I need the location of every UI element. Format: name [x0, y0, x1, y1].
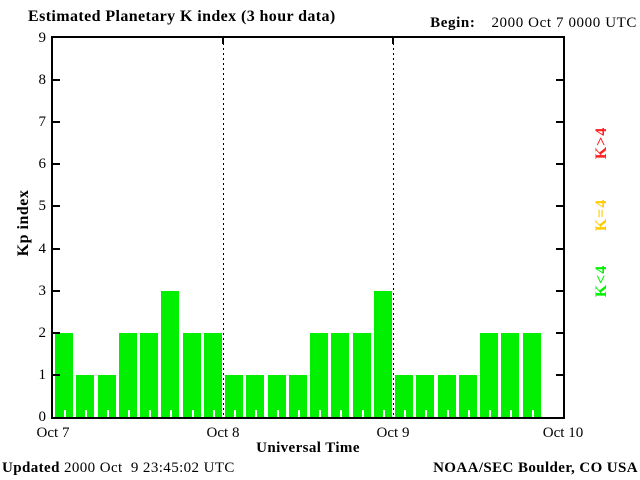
legend-item-k-gt-4: K>4: [593, 126, 610, 160]
y-tick-label: 6: [38, 156, 47, 172]
y-axis-tick: [53, 121, 60, 123]
y-axis-tick: [556, 290, 563, 292]
three-hour-tick: [255, 410, 257, 417]
kp-bar: [204, 333, 222, 417]
kp-bar: [523, 333, 541, 417]
kp-bar: [246, 375, 264, 417]
kp-bar: [416, 375, 434, 417]
y-tick-label: 3: [38, 283, 47, 299]
kp-bar: [310, 333, 328, 417]
kp-bar: [480, 333, 498, 417]
footer-credit: NOAA/SEC Boulder, CO USA: [433, 460, 638, 476]
y-tick-label: 7: [38, 114, 47, 130]
three-hour-tick: [277, 410, 279, 417]
three-hour-tick: [489, 410, 491, 417]
three-hour-tick: [64, 410, 66, 417]
x-tick-label: Oct 10: [542, 425, 584, 441]
y-axis-tick: [53, 374, 60, 376]
kp-bar: [119, 333, 137, 417]
three-hour-tick: [404, 410, 406, 417]
kp-bar: [395, 375, 413, 417]
y-tick-label: 8: [38, 72, 47, 88]
y-axis-tick: [556, 121, 563, 123]
y-axis-title: Kp index: [15, 189, 32, 257]
three-hour-tick: [107, 410, 109, 417]
y-axis-tick: [53, 248, 60, 250]
kp-bar: [501, 333, 519, 417]
kp-bar: [268, 375, 286, 417]
begin-value: 2000 Oct 7 0000 UTC: [491, 15, 637, 31]
y-axis-tick: [53, 205, 60, 207]
kp-bar: [98, 375, 116, 417]
kp-bar: [76, 375, 94, 417]
three-hour-tick: [298, 410, 300, 417]
y-tick-label: 5: [38, 198, 47, 214]
y-tick-label: 9: [38, 30, 47, 46]
kp-bar: [331, 333, 349, 417]
kp-bar: [225, 375, 243, 417]
kp-bar: [55, 333, 73, 417]
begin-info: Begin: 2000 Oct 7 0000 UTC: [430, 15, 637, 32]
y-axis-tick: [556, 332, 563, 334]
y-axis-tick: [556, 163, 563, 165]
three-hour-tick: [128, 410, 130, 417]
three-hour-tick: [447, 410, 449, 417]
y-axis-tick: [556, 205, 563, 207]
kp-bar: [438, 375, 456, 417]
kp-bar: [183, 333, 201, 417]
three-hour-tick: [532, 410, 534, 417]
kp-bar: [374, 291, 392, 417]
three-hour-tick: [510, 410, 512, 417]
updated-value: 2000 Oct 9 23:45:02 UTC: [59, 460, 235, 476]
day-boundary-gridline: [223, 38, 224, 417]
three-hour-tick: [425, 410, 427, 417]
three-hour-tick: [362, 410, 364, 417]
begin-label: Begin:: [430, 15, 476, 31]
y-tick-label: 1: [38, 367, 47, 383]
footer-updated: Updated 2000 Oct 9 23:45:02 UTC: [2, 460, 235, 477]
three-hour-tick: [383, 410, 385, 417]
three-hour-tick: [170, 410, 172, 417]
top-axis-tick: [392, 38, 394, 44]
updated-label: Updated: [2, 460, 60, 476]
kp-bar: [459, 375, 477, 417]
legend-item-k-eq-4: K=4: [593, 198, 610, 232]
chart-title: Estimated Planetary K index (3 hour data…: [28, 8, 336, 25]
y-axis-tick: [556, 374, 563, 376]
x-tick-label: Oct 9: [376, 425, 410, 441]
x-axis-title: Universal Time: [256, 440, 360, 456]
legend-item-k-lt-4: K<4: [593, 264, 610, 298]
y-axis-tick: [53, 290, 60, 292]
plot-area: [51, 36, 565, 419]
y-axis-tick: [556, 248, 563, 250]
x-tick-label: Oct 8: [206, 425, 240, 441]
y-tick-label: 4: [38, 241, 47, 257]
kp-bar: [140, 333, 158, 417]
three-hour-tick: [85, 410, 87, 417]
y-tick-label: 2: [38, 325, 47, 341]
y-axis-tick: [53, 163, 60, 165]
y-axis-tick: [556, 79, 563, 81]
y-axis-tick: [53, 332, 60, 334]
y-axis-tick: [53, 79, 60, 81]
three-hour-tick: [149, 410, 151, 417]
top-axis-tick: [222, 38, 224, 44]
three-hour-tick: [234, 410, 236, 417]
three-hour-tick: [468, 410, 470, 417]
x-tick-label: Oct 7: [36, 425, 70, 441]
three-hour-tick: [340, 410, 342, 417]
kp-bar: [353, 333, 371, 417]
kp-bar: [289, 375, 307, 417]
day-boundary-gridline: [393, 38, 394, 417]
three-hour-tick: [213, 410, 215, 417]
three-hour-tick: [192, 410, 194, 417]
kp-bar: [161, 291, 179, 417]
y-tick-label: 0: [38, 409, 47, 425]
three-hour-tick: [319, 410, 321, 417]
